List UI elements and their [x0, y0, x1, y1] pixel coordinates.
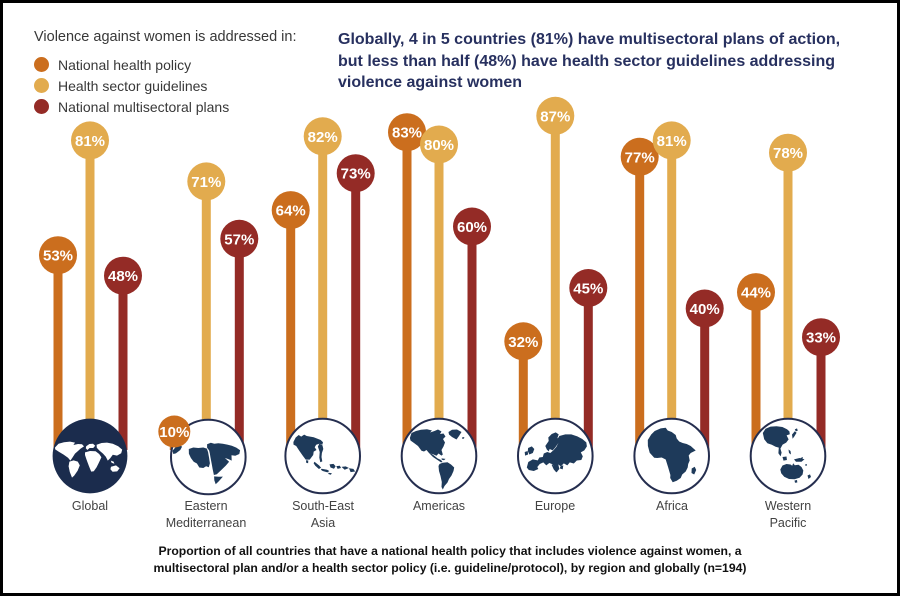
svg-text:60%: 60%: [457, 219, 487, 236]
svg-text:81%: 81%: [75, 133, 105, 150]
svg-text:10%: 10%: [159, 424, 189, 441]
svg-text:77%: 77%: [625, 149, 655, 166]
svg-text:71%: 71%: [191, 174, 221, 191]
svg-text:81%: 81%: [657, 133, 687, 150]
svg-text:87%: 87%: [540, 108, 570, 125]
svg-text:48%: 48%: [108, 268, 138, 285]
svg-text:45%: 45%: [573, 281, 603, 298]
svg-text:44%: 44%: [741, 285, 771, 302]
svg-text:73%: 73%: [341, 166, 371, 183]
svg-text:32%: 32%: [508, 334, 538, 351]
svg-text:33%: 33%: [806, 330, 836, 347]
svg-text:80%: 80%: [424, 137, 454, 154]
svg-text:64%: 64%: [276, 203, 306, 220]
svg-text:83%: 83%: [392, 125, 422, 142]
svg-text:82%: 82%: [308, 129, 338, 146]
svg-text:53%: 53%: [43, 248, 73, 265]
svg-text:57%: 57%: [224, 231, 254, 248]
svg-text:78%: 78%: [773, 145, 803, 162]
svg-text:40%: 40%: [690, 301, 720, 318]
